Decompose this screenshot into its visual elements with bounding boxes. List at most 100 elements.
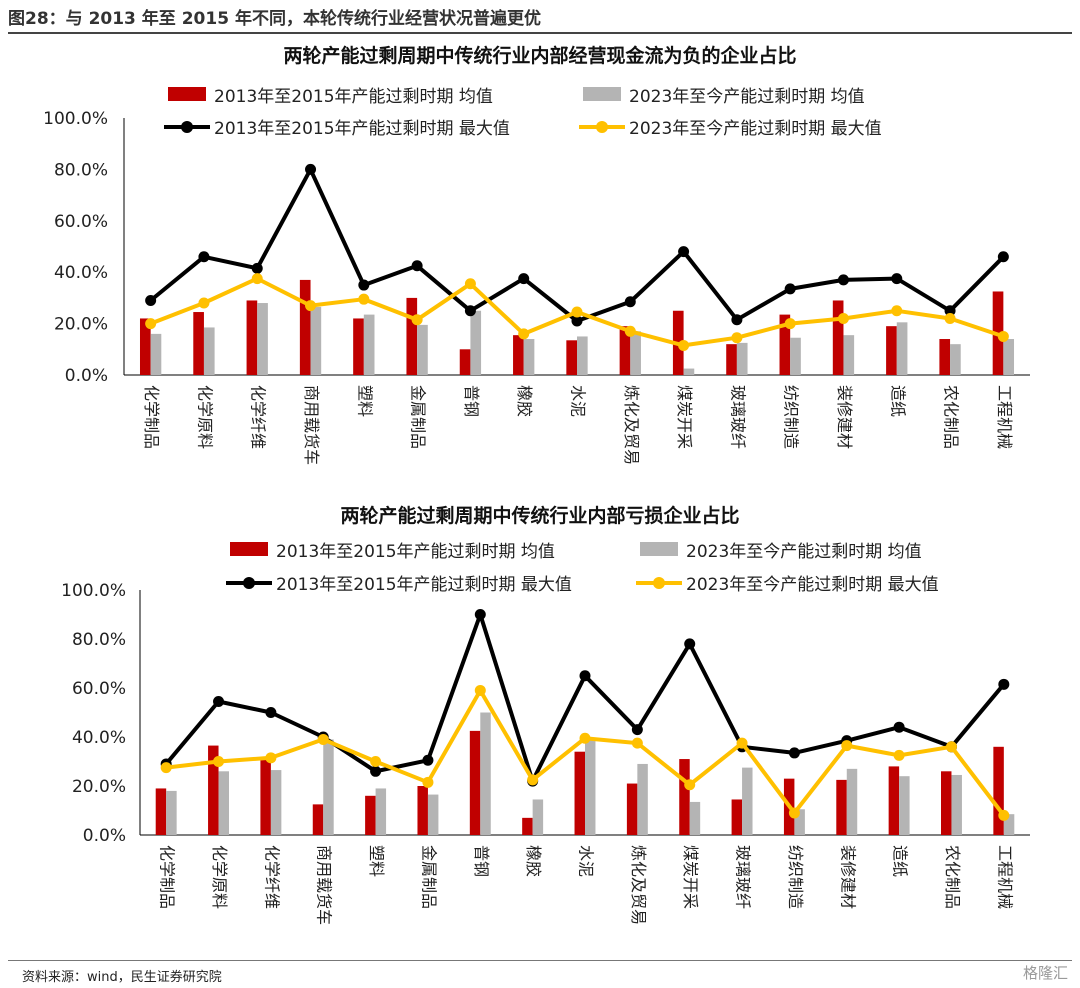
category-label: 造纸 (888, 385, 907, 417)
bar (790, 337, 801, 375)
line-point (358, 293, 370, 305)
bar (218, 771, 229, 835)
bar (522, 817, 533, 835)
category-label: 煤炭开采 (681, 845, 700, 909)
line-point (317, 733, 329, 745)
bar (836, 779, 847, 835)
bar (779, 314, 791, 375)
bar (523, 339, 535, 375)
legend-label: 2013年至2015年产能过剩时期 均值 (214, 87, 493, 107)
bar (726, 344, 737, 375)
legend-item: 2013年至2015年产能过剩时期 最大值 (226, 575, 572, 595)
chart-cashflow-negative: 两轮产能过剩周期中传统行业内部经营现金流为负的企业占比 2013年至2015年产能… (43, 44, 1030, 465)
bar (427, 794, 439, 835)
line-point (265, 752, 277, 764)
legend-marker (181, 121, 193, 133)
category-label: 农化制品 (943, 845, 962, 909)
legend-swatch (583, 87, 621, 101)
line-point (518, 273, 530, 285)
bar (299, 279, 311, 375)
bar (630, 331, 641, 375)
legend-item: 2023年至今产能过剩时期 均值 (583, 87, 865, 107)
title-rule (8, 32, 1072, 34)
bar (1003, 339, 1015, 375)
bar (637, 763, 648, 835)
y-tick-label: 20.0% (54, 315, 108, 335)
bar (150, 333, 162, 375)
bar (846, 768, 858, 835)
line-point (527, 774, 539, 786)
bar (619, 326, 631, 375)
line-point (784, 318, 796, 330)
bar (950, 344, 961, 375)
bar (469, 730, 481, 835)
y-tick-label: 40.0% (72, 728, 126, 748)
bar (888, 766, 900, 835)
chart-loss-making: 两轮产能过剩周期中传统行业内部亏损企业占比 2013年至2015年产能过剩时期 均… (61, 504, 1030, 925)
bar (246, 300, 258, 375)
bar (208, 745, 219, 835)
line-point (891, 305, 903, 317)
category-label: 化学纤维 (249, 385, 268, 449)
line-point (684, 638, 696, 650)
line-point (998, 809, 1010, 821)
bar (585, 739, 596, 835)
legend-label: 2013年至2015年产能过剩时期 均值 (276, 542, 555, 562)
category-label: 商用载货车 (302, 385, 321, 465)
bar (896, 322, 908, 375)
bar (731, 799, 743, 835)
bar (794, 809, 805, 835)
line-point (251, 262, 263, 274)
legend-label: 2013年至2015年产能过剩时期 最大值 (214, 119, 510, 139)
legend-marker (243, 577, 255, 589)
y-tick-label: 60.0% (54, 212, 108, 232)
line-point (213, 756, 225, 767)
legend-swatch (230, 542, 268, 556)
category-label: 工程机械 (995, 845, 1014, 909)
category-label: 化学纤维 (262, 845, 281, 909)
footer-rule (8, 960, 1072, 961)
y-tick-label: 20.0% (72, 777, 126, 797)
bar (459, 349, 471, 375)
line-point (145, 294, 157, 306)
line-point (411, 260, 423, 272)
bar (353, 318, 364, 375)
line-point (678, 246, 690, 258)
line-point (571, 306, 583, 318)
category-label: 纺织制造 (786, 845, 805, 909)
line-point (944, 305, 956, 317)
line-point (997, 330, 1009, 342)
bar (886, 326, 897, 375)
line-point (841, 740, 853, 752)
legend-swatch (640, 542, 678, 556)
legend-label: 2023年至今产能过剩时期 最大值 (629, 119, 882, 139)
legend-item: 2023年至今产能过剩时期 均值 (640, 542, 922, 562)
y-tick-label: 0.0% (65, 366, 108, 386)
line-point (251, 273, 263, 285)
line-point (422, 776, 434, 788)
line-point (579, 670, 591, 682)
line-point (997, 251, 1009, 263)
category-label: 橡胶 (515, 385, 534, 417)
line-point (837, 274, 849, 286)
bar (939, 339, 951, 375)
watermark-logo: 格隆汇 (1022, 964, 1068, 982)
line-point (305, 163, 317, 175)
line-point (370, 756, 382, 767)
line-point (893, 749, 905, 761)
category-label: 金属制品 (409, 385, 428, 449)
category-label: 玻璃玻纤 (728, 385, 747, 449)
line-point (305, 300, 317, 312)
line-point (474, 609, 486, 620)
category-label: 化学制品 (158, 845, 177, 909)
bar (832, 300, 844, 375)
line-point (198, 251, 210, 263)
category-label: 化学制品 (142, 385, 161, 449)
bar (323, 739, 334, 835)
y-tick-label: 80.0% (72, 630, 126, 650)
line-point (893, 721, 905, 733)
chart-title: 两轮产能过剩周期中传统行业内部经营现金流为负的企业占比 (283, 44, 796, 67)
line-point (631, 724, 643, 736)
line-point (891, 273, 903, 285)
line-point (631, 737, 643, 749)
